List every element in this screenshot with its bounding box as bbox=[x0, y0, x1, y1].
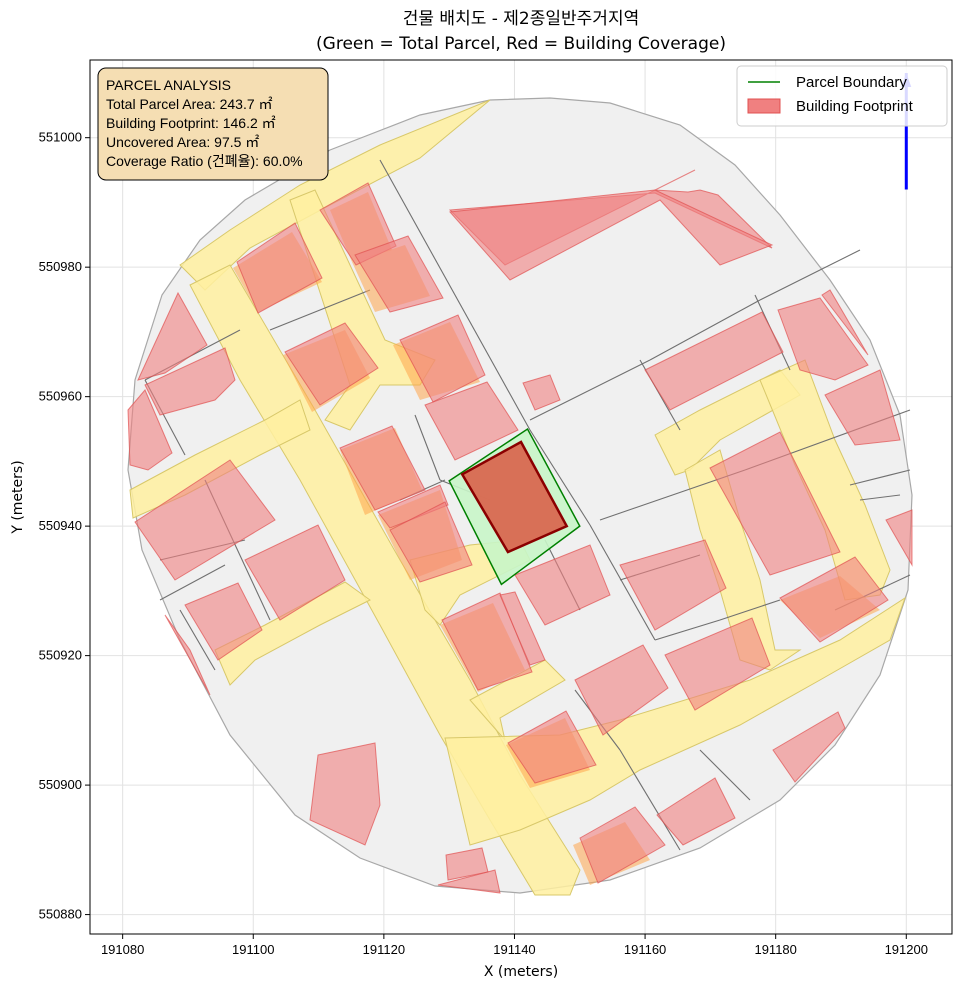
road-segment bbox=[654, 369, 801, 476]
y-tick-label: 551000 bbox=[39, 130, 82, 145]
context-building bbox=[448, 189, 774, 281]
context-building bbox=[377, 484, 449, 529]
y-tick-label: 550920 bbox=[39, 648, 82, 663]
context-building bbox=[656, 777, 736, 846]
legend-footprint-swatch bbox=[747, 98, 781, 114]
context-building bbox=[389, 501, 473, 583]
legend-footprint-label: Building Footprint bbox=[796, 98, 914, 115]
y-tick-label: 550940 bbox=[39, 518, 82, 533]
x-tick-label: 191180 bbox=[754, 942, 796, 957]
context-building bbox=[424, 381, 519, 461]
context-building bbox=[437, 869, 501, 894]
legend-parcel-label: Parcel Boundary bbox=[796, 74, 907, 91]
context-building bbox=[236, 222, 323, 314]
y-tick-label: 550880 bbox=[39, 907, 82, 922]
road-segment bbox=[444, 596, 906, 846]
x-tick-label: 191100 bbox=[232, 942, 274, 957]
road-segment bbox=[129, 399, 311, 519]
context-building bbox=[579, 806, 666, 884]
context-building bbox=[399, 314, 486, 403]
legend-background bbox=[736, 65, 948, 127]
y-tick-label: 550960 bbox=[39, 389, 82, 404]
chart-title-line1: 건물 배치도 - 제2종일반주거지역 bbox=[403, 9, 639, 29]
info-total-area: Total Parcel Area: 243.7 ㎡ bbox=[106, 96, 273, 112]
context-building bbox=[284, 322, 379, 406]
context-building bbox=[664, 617, 771, 711]
target-building-footprint bbox=[460, 440, 569, 554]
context-building bbox=[499, 591, 546, 666]
x-tick-label: 191080 bbox=[101, 942, 144, 957]
y-axis-label: Y (meters) bbox=[10, 460, 26, 534]
context-building bbox=[619, 539, 727, 631]
axis-ticks: 191080 191100 191120 191140 191160 191180 1912… bbox=[39, 130, 928, 957]
context-building bbox=[137, 291, 208, 381]
parcel-analysis-box: PARCEL ANALYSIS Total Parcel Area: 243.7… bbox=[97, 67, 329, 181]
context-building bbox=[184, 582, 263, 661]
chart-title-line2: (Green = Total Parcel, Red = Building Co… bbox=[316, 34, 726, 54]
plot-frame bbox=[89, 59, 953, 935]
x-axis-label: X (meters) bbox=[484, 964, 558, 980]
road-segment bbox=[469, 659, 566, 741]
context-building bbox=[309, 742, 381, 846]
context-building bbox=[772, 711, 846, 783]
context-building bbox=[144, 347, 236, 416]
context-building bbox=[244, 524, 346, 621]
info-title: PARCEL ANALYSIS bbox=[106, 77, 231, 93]
context-buildings bbox=[127, 169, 913, 894]
road-segment bbox=[289, 189, 436, 431]
context-building bbox=[574, 644, 669, 736]
x-tick-label: 191200 bbox=[885, 942, 928, 957]
y-tick-label: 550980 bbox=[39, 259, 82, 274]
target-parcel-group bbox=[448, 427, 581, 586]
context-building bbox=[164, 614, 211, 696]
context-building bbox=[127, 389, 173, 471]
context-building bbox=[885, 509, 913, 567]
info-footprint: Building Footprint: 146.2 ㎡ bbox=[106, 115, 276, 131]
context-building bbox=[507, 710, 597, 784]
y-tick-label: 550900 bbox=[39, 777, 82, 792]
x-tick-label: 191120 bbox=[363, 942, 405, 957]
context-building bbox=[779, 556, 889, 643]
context-building bbox=[514, 544, 611, 626]
context-building bbox=[644, 311, 784, 411]
legend: Parcel Boundary Building Footprint bbox=[736, 65, 948, 127]
info-box-background bbox=[97, 67, 329, 181]
x-tick-label: 191160 bbox=[624, 942, 666, 957]
context-building bbox=[709, 431, 841, 576]
info-uncovered: Uncovered Area: 97.5 ㎡ bbox=[106, 134, 259, 150]
context-building bbox=[821, 289, 869, 356]
context-building bbox=[354, 235, 444, 313]
context-building bbox=[824, 369, 901, 446]
context-building bbox=[777, 297, 869, 381]
context-building bbox=[522, 374, 561, 411]
info-coverage: Coverage Ratio (건폐율): 60.0% bbox=[106, 153, 303, 169]
context-building bbox=[339, 425, 426, 511]
context-building bbox=[134, 459, 276, 581]
x-tick-label: 191140 bbox=[493, 942, 535, 957]
